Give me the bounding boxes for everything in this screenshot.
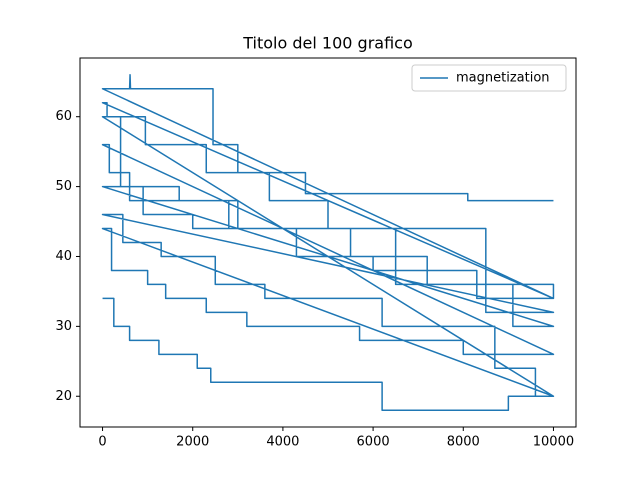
x-tick-label: 8000 [447,435,480,450]
legend-label: magnetization [456,71,550,86]
x-tick-label: 6000 [357,435,390,450]
plot-frame [79,57,577,428]
y-tick-label: 20 [55,389,72,404]
x-tick-label: 10000 [533,435,574,450]
y-tick-label: 40 [55,249,72,264]
x-tick-label: 0 [98,435,106,450]
y-tick-label: 30 [55,319,72,334]
data-line [101,74,555,411]
y-tick-label: 50 [55,179,72,194]
chart-title: Titolo del 100 grafico [242,34,412,53]
x-tick-label: 4000 [266,435,299,450]
x-tick-label: 2000 [176,435,209,450]
legend-box [411,64,567,92]
y-tick-label: 60 [55,109,72,124]
